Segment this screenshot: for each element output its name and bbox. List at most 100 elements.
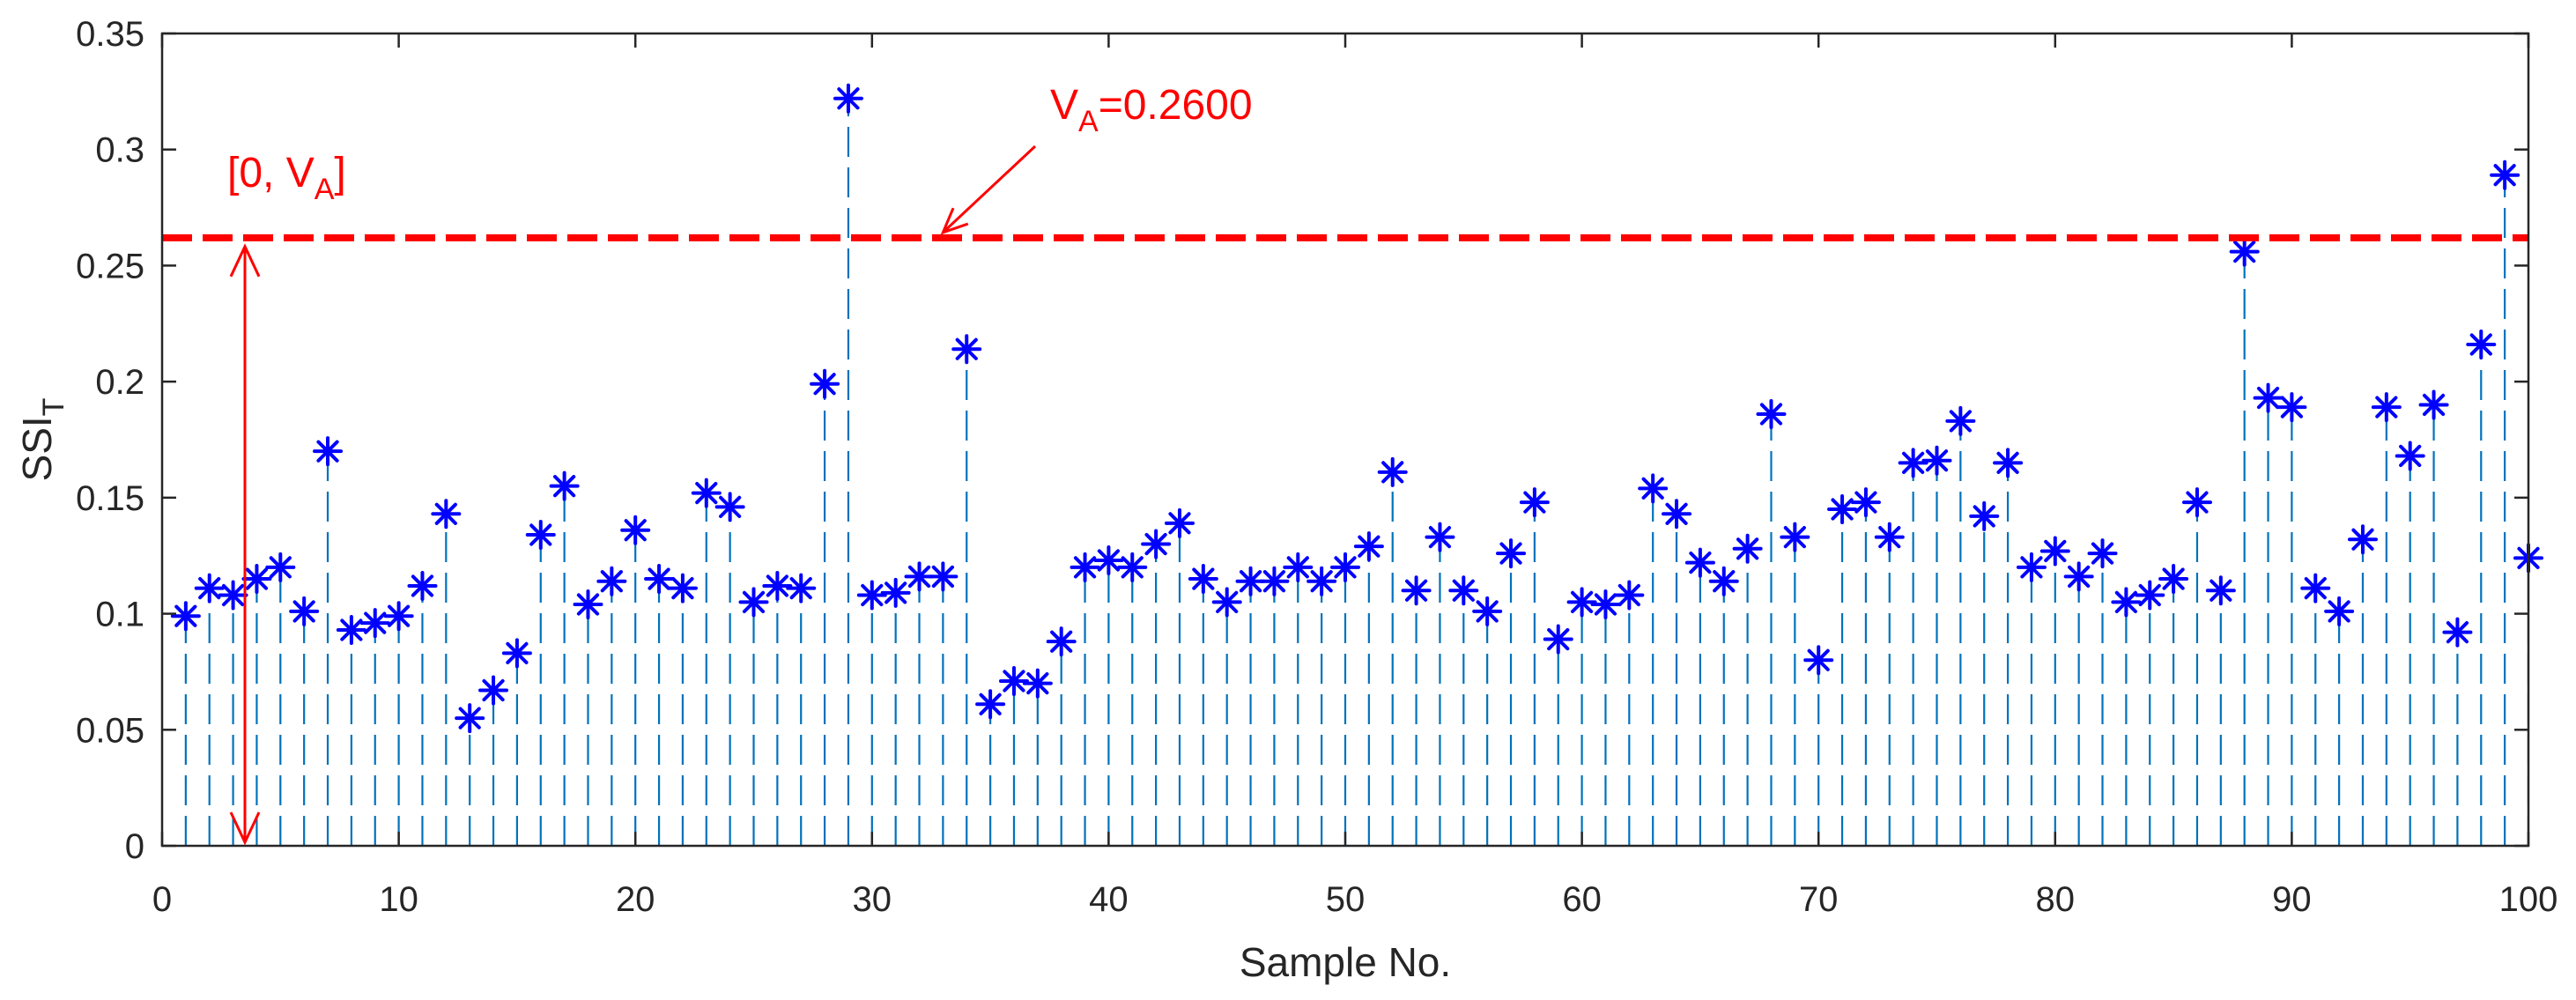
- y-tick-label: 0: [125, 827, 144, 866]
- marker-stroke: [434, 502, 457, 525]
- marker-stroke: [1192, 567, 1215, 590]
- data-point: [2371, 392, 2402, 423]
- data-point: [1353, 531, 1384, 562]
- marker-stroke: [1996, 451, 2019, 474]
- data-point: [1117, 552, 1148, 582]
- y-tick-label: 0.05: [76, 711, 144, 750]
- marker-stroke: [576, 593, 600, 616]
- marker-stroke: [1381, 461, 1404, 484]
- data-point: [762, 570, 793, 601]
- marker-stroke: [624, 519, 647, 542]
- marker-stroke: [411, 574, 434, 597]
- data-point: [1803, 645, 1834, 676]
- data-point: [1307, 566, 1337, 596]
- data-point: [2181, 487, 2212, 518]
- data-point: [1898, 448, 1928, 478]
- data-point: [880, 577, 911, 608]
- data-point: [1448, 575, 1479, 606]
- x-axis-ticks: 0 10 20 30 40 50 60 70 80 90 100: [152, 33, 2557, 919]
- marker-stroke: [1831, 498, 1854, 521]
- data-point: [431, 499, 462, 530]
- data-point: [525, 520, 556, 551]
- marker-stroke: [931, 565, 954, 589]
- data-point: [501, 638, 532, 669]
- data-point: [2039, 536, 2070, 567]
- data-point: [313, 436, 344, 467]
- marker-stroke: [1902, 451, 1925, 474]
- data-point: [714, 492, 745, 522]
- marker-stroke: [2162, 567, 2185, 590]
- marker-stroke: [1144, 532, 1167, 556]
- marker-stroke: [2044, 539, 2067, 563]
- data-point: [1401, 575, 1432, 606]
- data-point: [359, 608, 390, 639]
- data-point: [951, 334, 982, 365]
- data-point: [596, 566, 627, 596]
- data-point: [1921, 445, 1952, 476]
- data-point: [2490, 159, 2520, 190]
- data-point: [1022, 668, 1053, 699]
- y-axis-label-base: SSI: [14, 416, 60, 481]
- stem-lines: [184, 98, 2528, 846]
- x-tick-label: 80: [2036, 880, 2076, 919]
- data-point: [2229, 236, 2260, 267]
- data-point: [1850, 487, 1881, 518]
- marker-stroke: [2233, 241, 2256, 263]
- x-tick-label: 30: [853, 880, 892, 919]
- data-point: [1638, 473, 1669, 504]
- x-tick-label: 50: [1326, 880, 1366, 919]
- x-tick-label: 70: [1799, 880, 1839, 919]
- marker-stroke: [2210, 579, 2232, 602]
- data-markers: [170, 83, 2543, 734]
- data-point: [265, 552, 296, 582]
- data-point: [194, 573, 225, 604]
- data-point: [455, 703, 485, 734]
- marker-stroke: [2020, 556, 2043, 579]
- range-arrow-head-top: [229, 243, 261, 278]
- range-annotation: [0, VA]: [227, 150, 346, 846]
- data-point: [998, 665, 1029, 696]
- marker-stroke: [1547, 627, 1570, 651]
- y-tick-label: 0.25: [76, 247, 144, 285]
- marker-stroke: [198, 576, 221, 600]
- marker-stroke: [907, 565, 931, 589]
- marker-stroke: [1452, 579, 1475, 602]
- marker-stroke: [364, 611, 387, 634]
- data-point: [2205, 575, 2236, 606]
- data-point: [218, 580, 248, 611]
- data-point: [407, 570, 438, 601]
- data-point: [1141, 529, 1172, 559]
- marker-stroke: [1783, 526, 1806, 549]
- data-point: [2016, 552, 2047, 582]
- marker-stroke: [1168, 512, 1191, 535]
- marker-stroke: [1026, 671, 1049, 695]
- marker-stroke: [1476, 600, 1499, 623]
- data-point: [1377, 456, 1408, 487]
- threshold-label-base: V: [1050, 82, 1078, 129]
- data-point: [1543, 624, 1573, 655]
- data-point: [336, 615, 366, 646]
- marker-stroke: [671, 576, 694, 600]
- marker-stroke: [2328, 600, 2350, 623]
- data-point: [738, 587, 769, 618]
- marker-stroke: [1121, 556, 1144, 579]
- marker-stroke: [1973, 505, 1995, 528]
- marker-stroke: [979, 693, 1002, 715]
- marker-stroke: [1925, 449, 1949, 472]
- data-point: [1732, 533, 1763, 564]
- marker-stroke: [1570, 590, 1594, 614]
- data-point: [573, 589, 603, 620]
- marker-stroke: [316, 440, 339, 463]
- marker-stroke: [2375, 396, 2398, 419]
- marker-stroke: [813, 373, 836, 396]
- data-point: [1070, 552, 1100, 582]
- data-point: [1188, 564, 1218, 595]
- x-axis-label: Sample No.: [1240, 939, 1451, 985]
- x-tick-label: 60: [1562, 880, 1602, 919]
- marker-stroke: [955, 337, 978, 360]
- range-label-prefix: [0, V: [227, 150, 315, 196]
- marker-stroke: [1428, 526, 1452, 549]
- data-point: [1993, 448, 2024, 478]
- marker-stroke: [766, 574, 788, 597]
- threshold-label-subscript: A: [1078, 105, 1099, 138]
